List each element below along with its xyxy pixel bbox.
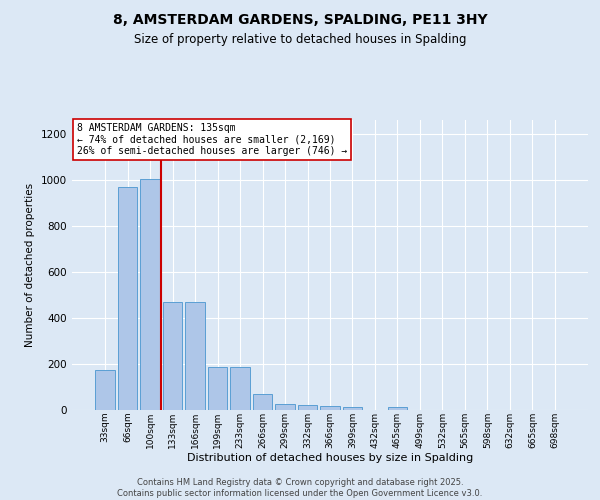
Text: 8 AMSTERDAM GARDENS: 135sqm
← 74% of detached houses are smaller (2,169)
26% of : 8 AMSTERDAM GARDENS: 135sqm ← 74% of det… xyxy=(77,123,347,156)
Bar xyxy=(343,407,362,410)
Bar xyxy=(95,370,115,410)
Bar xyxy=(275,404,295,410)
Bar xyxy=(208,368,227,410)
Bar xyxy=(185,302,205,410)
Bar xyxy=(388,407,407,410)
Text: 8, AMSTERDAM GARDENS, SPALDING, PE11 3HY: 8, AMSTERDAM GARDENS, SPALDING, PE11 3HY xyxy=(113,12,487,26)
Bar xyxy=(253,394,272,410)
X-axis label: Distribution of detached houses by size in Spalding: Distribution of detached houses by size … xyxy=(187,454,473,464)
Bar xyxy=(320,406,340,410)
Text: Size of property relative to detached houses in Spalding: Size of property relative to detached ho… xyxy=(134,32,466,46)
Bar xyxy=(140,178,160,410)
Bar xyxy=(118,186,137,410)
Bar xyxy=(230,368,250,410)
Bar xyxy=(163,302,182,410)
Y-axis label: Number of detached properties: Number of detached properties xyxy=(25,183,35,347)
Bar xyxy=(298,405,317,410)
Text: Contains HM Land Registry data © Crown copyright and database right 2025.
Contai: Contains HM Land Registry data © Crown c… xyxy=(118,478,482,498)
